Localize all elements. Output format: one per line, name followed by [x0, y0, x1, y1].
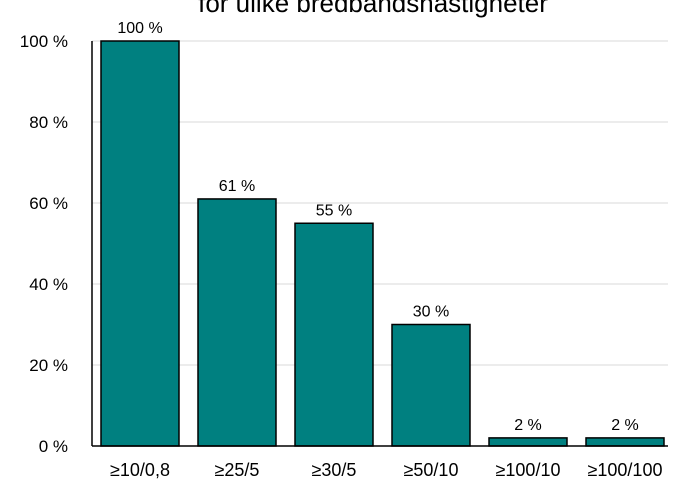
- data-label: 100 %: [117, 20, 162, 37]
- gridlines: [92, 40, 668, 366]
- x-tick-label: ≥10/0,8: [110, 460, 170, 480]
- y-tick-label: 0 %: [39, 437, 68, 456]
- x-tick-label: ≥100/10: [496, 460, 561, 480]
- bar: [100, 40, 180, 447]
- bar: [585, 437, 665, 447]
- bar: [488, 437, 568, 447]
- x-tick-label: ≥25/5: [215, 460, 260, 480]
- data-label: 2 %: [611, 417, 639, 434]
- y-axis-ticks: 0 % 20 % 40 % 60 % 80 % 100 %: [20, 32, 68, 456]
- data-labels: 100 % 61 % 55 % 30 % 2 % 2 %: [117, 20, 638, 434]
- y-tick-label: 80 %: [29, 113, 68, 132]
- bar: [391, 323, 471, 447]
- chart-title: for ulike bredbåndshastigheter: [198, 0, 548, 18]
- x-axis-labels: ≥10/0,8 ≥25/5 ≥30/5 ≥50/10 ≥100/10 ≥100/100: [110, 460, 662, 480]
- y-tick-label: 20 %: [29, 356, 68, 375]
- bar: [294, 222, 374, 447]
- y-tick-label: 60 %: [29, 194, 68, 213]
- x-tick-label: ≥30/5: [312, 460, 357, 480]
- data-label: 30 %: [413, 304, 449, 321]
- bars: [100, 40, 665, 447]
- data-label: 2 %: [514, 417, 542, 434]
- bar: [197, 198, 277, 447]
- y-tick-label: 100 %: [20, 32, 68, 51]
- x-tick-label: ≥100/100: [588, 460, 663, 480]
- data-label: 61 %: [219, 178, 255, 195]
- y-tick-label: 40 %: [29, 275, 68, 294]
- data-label: 55 %: [316, 202, 352, 219]
- x-tick-label: ≥50/10: [404, 460, 459, 480]
